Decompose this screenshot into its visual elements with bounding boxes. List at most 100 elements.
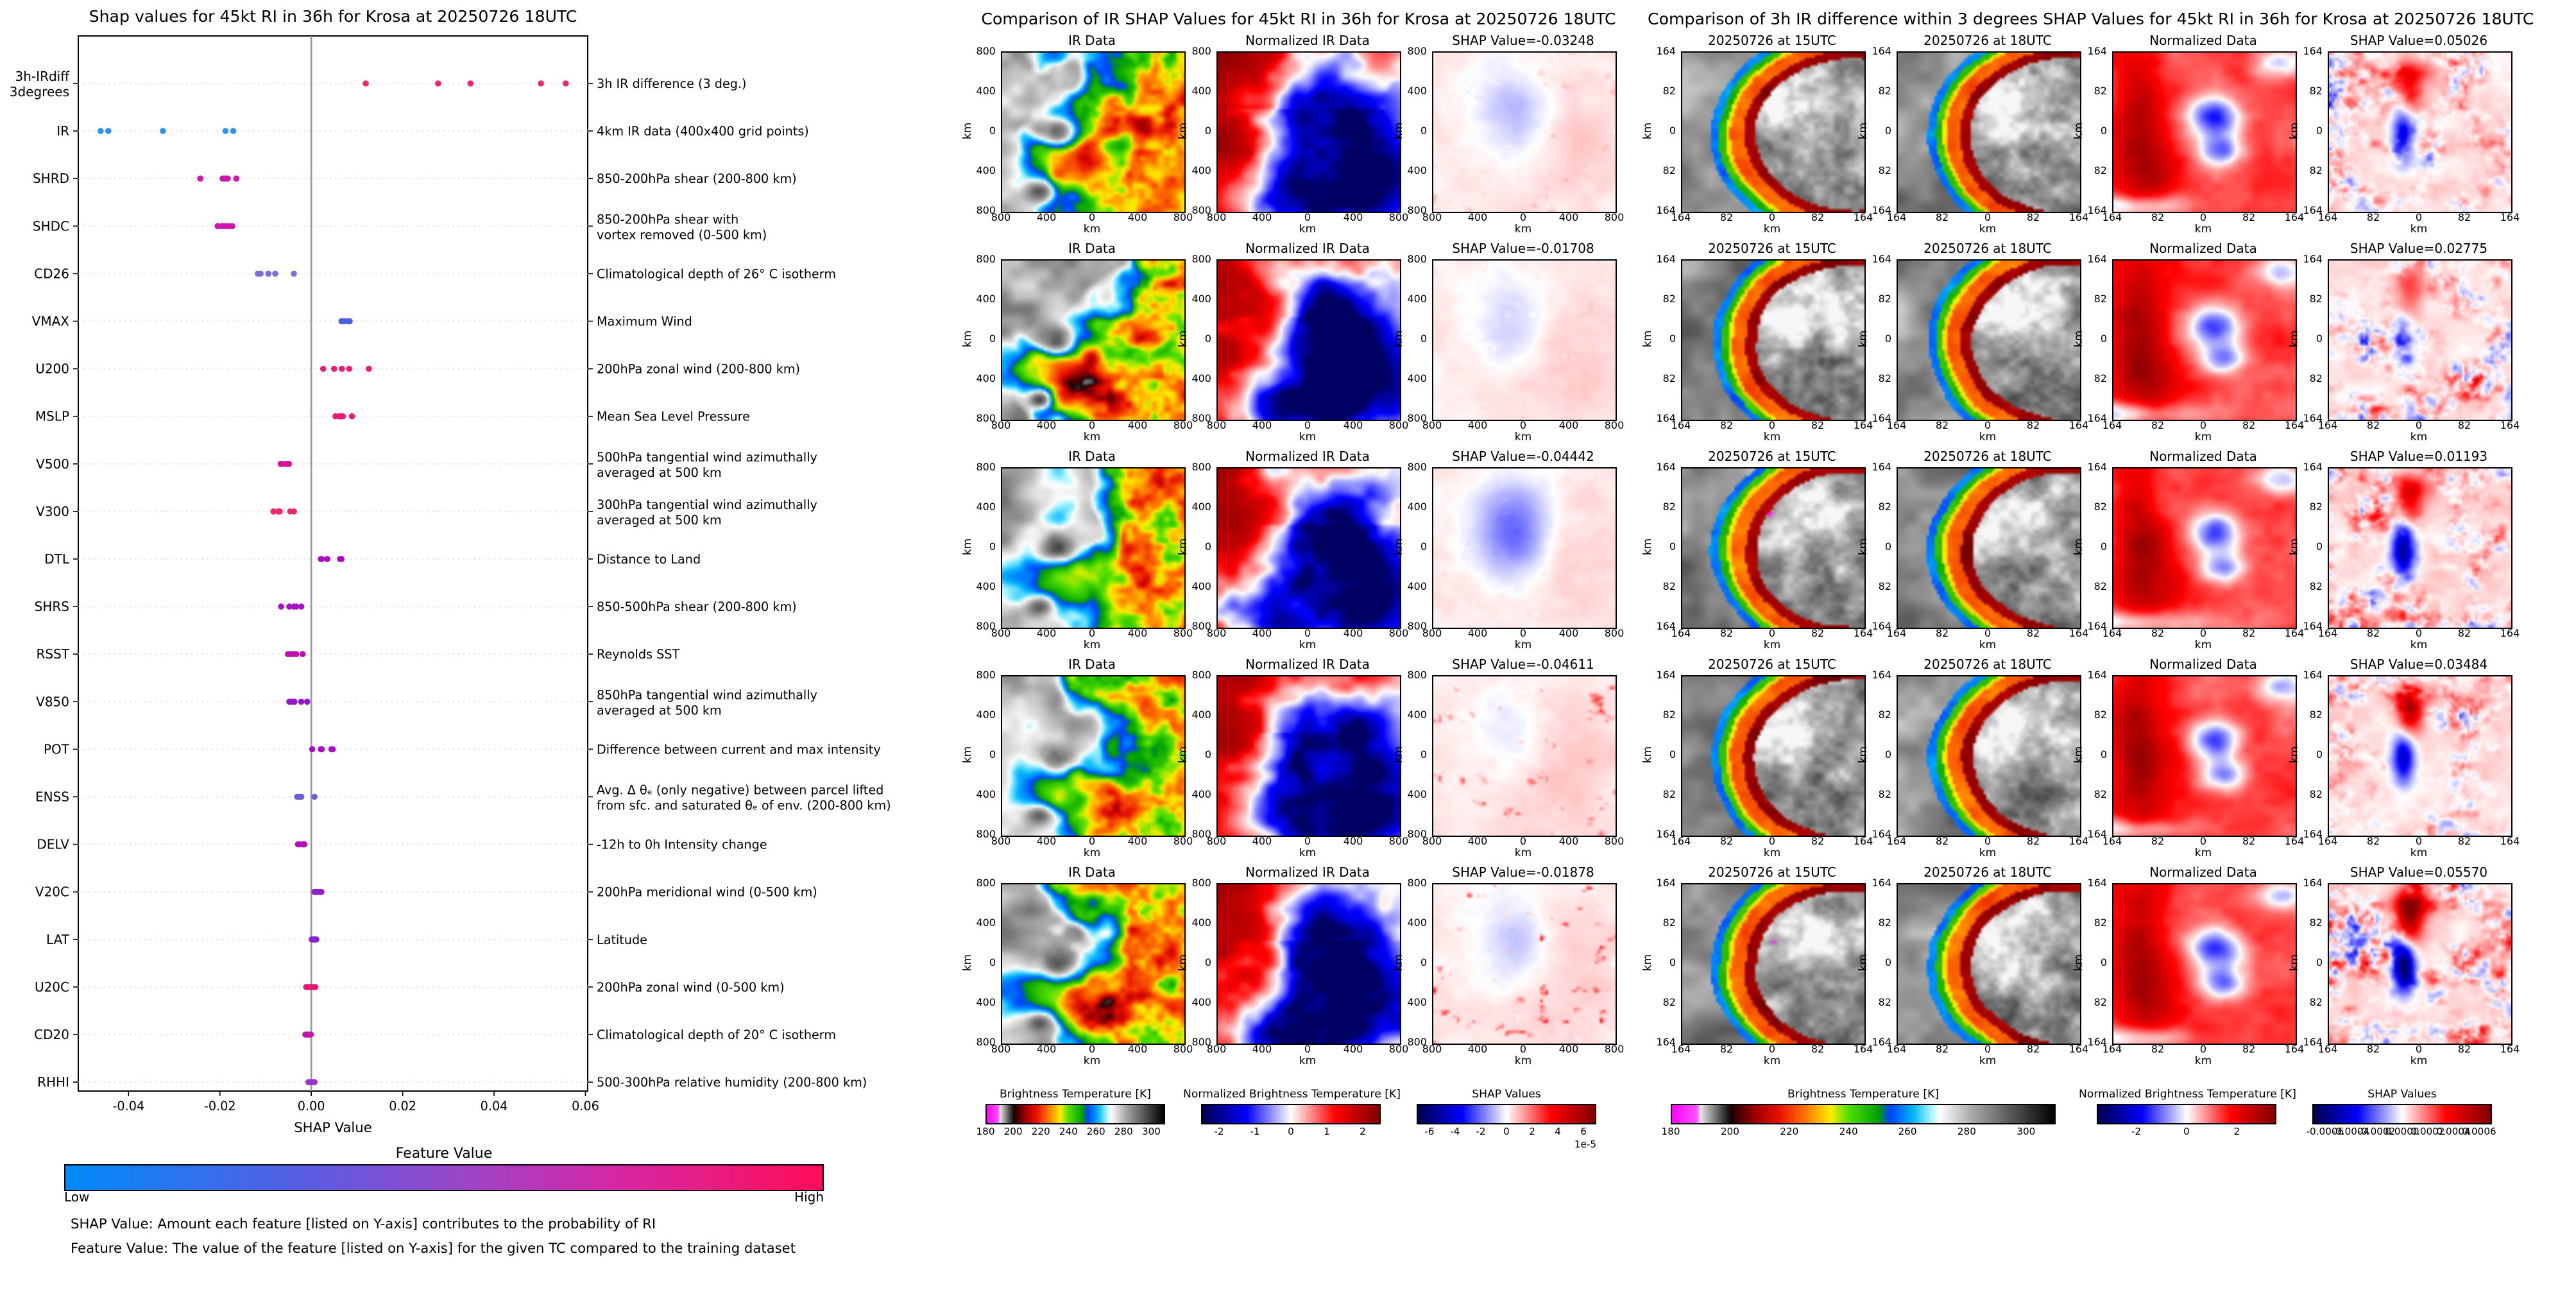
shap-dot — [286, 603, 293, 610]
feature-label: RSST — [36, 646, 69, 662]
x-tick-label: 400 — [1252, 420, 1272, 431]
x-tick-label: 0 — [1984, 212, 1992, 223]
x-tick-label: 164 — [2317, 628, 2338, 639]
y-axis-unit-label: km — [1393, 122, 1406, 140]
shap-dot — [563, 80, 569, 87]
map-row-1: 20250726 at 15UTC km 164 82 0 82 164 164 82 0 82 16… — [1642, 33, 2533, 237]
map-cell: Normalized Data km 164 82 0 82 164 164 82 0 82 164 k… — [2073, 33, 2304, 237]
colorbar-tick-label: 280 — [1114, 1126, 1133, 1137]
y-tick-label: 164 — [2087, 461, 2107, 473]
x-tick-label: 400 — [1127, 836, 1148, 847]
x-tick-label: 0 — [1984, 836, 1992, 847]
map-image-shap_speckle — [2328, 675, 2512, 837]
map-title: Normalized Data — [2149, 866, 2257, 881]
x-tick-label: 82 — [1811, 212, 1825, 223]
x-tick-label: 82 — [2026, 836, 2040, 847]
y-tick-label: 400 — [1407, 165, 1427, 176]
map-cell: IR Data km 800 400 0 400 800 800 400 0 400 800 km — [962, 657, 1193, 861]
x-tick-label: 164 — [1853, 420, 1873, 431]
x-tick-label: 0 — [1519, 212, 1527, 223]
y-tick-label: 164 — [2303, 829, 2323, 840]
map-title: SHAP Value=-0.04442 — [1452, 451, 1594, 465]
y-tick-label: 800 — [976, 877, 996, 889]
feature-value-colorbar-ends: Low High — [64, 1191, 824, 1208]
x-tick-label: 800 — [1604, 836, 1625, 847]
y-tick-label: 0 — [1884, 957, 1891, 968]
colorbar-ticks: 180 200 220 240 260 280 300 — [977, 1124, 1165, 1139]
middle-colorbars: Brightness Temperature [K] 180 200 220 240 26… — [968, 1088, 1630, 1150]
map-cell: Normalized Data km 164 82 0 82 164 164 82 0 82 164 k… — [2073, 865, 2304, 1069]
y-tick-label: 164 — [1872, 461, 1891, 473]
shap-dot — [265, 270, 272, 277]
y-tick-label: 164 — [2303, 254, 2323, 265]
y-tick-label: 82 — [1662, 789, 1676, 800]
map-body: km 164 82 0 82 164 — [1857, 254, 2081, 424]
y-tick-label: 0 — [2316, 957, 2323, 968]
map-title: 20250726 at 15UTC — [1708, 658, 1836, 673]
shap-dot — [320, 365, 327, 372]
y-tick-label: 400 — [976, 85, 996, 97]
y-axis-unit-label: km — [2289, 122, 2302, 140]
middle-panel-title: Comparison of IR SHAP Values for 45kt RI… — [981, 9, 1616, 28]
map-title: Normalized IR Data — [1245, 451, 1370, 465]
x-axis-unit-label: km — [1083, 223, 1101, 236]
map-body: km 164 82 0 82 164 — [2073, 46, 2297, 216]
y-tick-label: 800 — [1191, 829, 1211, 840]
map-image-norm_ir — [1216, 675, 1401, 837]
feature-description: 500-300hPa relative humidity (200-800 km… — [597, 1075, 867, 1090]
x-tick-label: 800 — [1422, 628, 1442, 639]
x-ticks: 164 82 0 82 164 — [1671, 626, 1873, 639]
colorbar-seismic: Normalized Brightness Temperature [K] -2 0… — [2079, 1088, 2296, 1139]
x-tick-label: 0 — [1088, 836, 1096, 847]
map-image-ir_zoom15 — [1681, 467, 1866, 629]
shap-dot — [229, 223, 235, 230]
colorbar-tick-label: -4 — [1450, 1126, 1460, 1137]
colorbar-tick-label: 180 — [1661, 1126, 1680, 1137]
y-axis-unit-label: km — [2073, 330, 2086, 348]
y-tick-label: 800 — [1191, 1036, 1211, 1048]
map-image-shap_faint — [1432, 675, 1617, 837]
x-tick-label: 82 — [2242, 420, 2256, 431]
feature-description: 850-200hPa shear (200-800 km) — [597, 171, 797, 186]
shap-dot — [298, 793, 305, 800]
map-cell: Normalized IR Data km 800 400 0 400 800 800 400 0… — [1177, 33, 1408, 237]
y-axis-unit-label: km — [2073, 954, 2086, 972]
y-tick-label: 164 — [1656, 877, 1676, 889]
x-ticks: 164 82 0 82 164 — [2103, 418, 2305, 431]
map-title: SHAP Value=0.02775 — [2350, 243, 2488, 257]
y-tick-label: 82 — [1662, 373, 1676, 384]
map-body: km 800 400 0 400 800 — [1393, 46, 1617, 216]
map-image-ir_wide — [1001, 467, 1186, 629]
y-axis-unit-label: km — [962, 954, 975, 972]
feature-description: 850hPa tangential wind azimuthally averag… — [597, 687, 817, 718]
x-tick-label: 164 — [1853, 212, 1873, 223]
y-tick-label: 800 — [1191, 669, 1211, 681]
y-tick-label: 82 — [1878, 293, 1891, 305]
y-tick-label: 164 — [1656, 205, 1676, 216]
x-tick-label: 0 — [1768, 212, 1776, 223]
y-tick-label: 0 — [2316, 333, 2323, 345]
y-axis-unit-label: km — [2289, 538, 2302, 556]
y-axis-unit-label: km — [1177, 330, 1191, 348]
colorbar-tick-label: -0.0004 — [2332, 1126, 2370, 1137]
x-tick-label: 164 — [2500, 628, 2520, 639]
map-title: SHAP Value=-0.03248 — [1452, 35, 1594, 49]
x-axis-label: SHAP Value — [294, 1119, 372, 1135]
x-ticks: 164 82 0 82 164 — [1887, 626, 2089, 639]
x-tick-label: 800 — [1422, 836, 1442, 847]
x-tick-label: 0 — [1984, 628, 1992, 639]
y-axis-unit-label: km — [1857, 538, 1871, 556]
feature-label: V850 — [36, 694, 69, 709]
x-tick-label: 164 — [1886, 628, 1907, 639]
shap-dot — [307, 1031, 314, 1038]
feature-description: 3h IR difference (3 deg.) — [597, 76, 747, 91]
x-tick-label: 400 — [1252, 628, 1272, 639]
x-tick-label: 0.02 — [389, 1099, 416, 1114]
y-tick-label: 0 — [2100, 125, 2107, 137]
map-image-ir_zoom15 — [1681, 51, 1866, 213]
y-tick-label: 0 — [1204, 957, 1211, 968]
y-tick-label: 800 — [976, 461, 996, 473]
map-body: km 800 400 0 400 800 — [962, 877, 1186, 1048]
y-tick-label: 400 — [1407, 917, 1427, 929]
colorbar-title: SHAP Values — [1472, 1088, 1541, 1101]
